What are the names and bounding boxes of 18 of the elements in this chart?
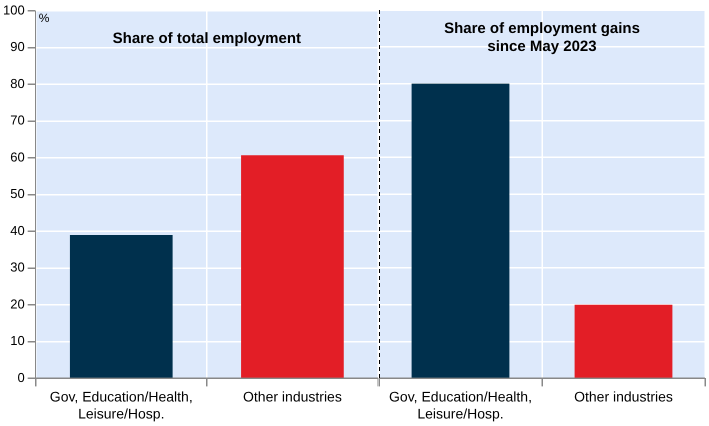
y-tick-label: 20	[10, 296, 25, 312]
x-tick-label: Other industries	[574, 388, 673, 405]
y-tick-label: 70	[10, 112, 25, 128]
y-tick-label: 40	[10, 222, 25, 238]
y-tick-label: 80	[10, 76, 25, 91]
y-axis-title: %	[38, 11, 50, 26]
y-tick-label: 90	[10, 39, 25, 54]
x-tick-label: Gov, Education/Health, Leisure/Hosp.	[389, 388, 532, 422]
y-tick-label: 60	[10, 149, 25, 164]
y-tick-label: 50	[10, 186, 25, 202]
y-tick-label: 30	[10, 260, 25, 275]
y-tick-label: 10	[10, 333, 25, 348]
text: Share of total employment	[112, 30, 302, 47]
x-tick-label: Other industries	[243, 388, 342, 405]
x-tick-label: Gov, Education/Health, Leisure/Hosp.	[50, 388, 193, 422]
y-tick-label: 100	[2, 2, 25, 18]
y-tick-label: 0	[17, 370, 25, 385]
text: Share of employment gains since May 2023	[444, 20, 640, 56]
